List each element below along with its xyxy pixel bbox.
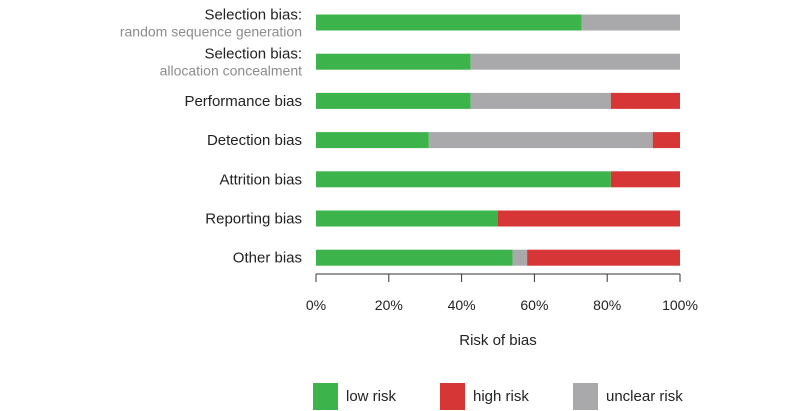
bar-unclear-risk-row-2 [470, 53, 680, 70]
category-label: Attrition bias [219, 171, 302, 188]
x-tick-label: 40% [448, 297, 476, 313]
x-tick-label: 100% [662, 297, 698, 313]
legend-swatch-low-risk [313, 383, 338, 410]
category-label: Detection bias [207, 132, 302, 149]
bar-unclear-risk-row-4 [428, 132, 653, 149]
legend-label-unclear-risk: unclear risk [606, 388, 683, 405]
category-label: Performance bias [184, 93, 302, 110]
bar-high-risk-row-5 [610, 171, 680, 188]
bar-low-risk-row-7 [316, 249, 513, 266]
bar-low-risk-row-6 [316, 210, 498, 227]
category-label: Selection bias: [204, 7, 302, 24]
legend-label-low-risk: low risk [346, 388, 397, 405]
category-sublabel: random sequence generation [120, 24, 302, 40]
legend-swatch-unclear-risk [573, 383, 598, 410]
x-axis: 0% 20% 40% 60% 80% 100% [306, 273, 698, 313]
legend-swatch-high-risk [440, 383, 465, 410]
bar-high-risk-row-7 [527, 249, 680, 266]
bar-low-risk-row-5 [316, 171, 611, 188]
x-axis-title: Risk of bias [459, 332, 537, 349]
bar-low-risk-row-4 [316, 132, 429, 149]
bar-low-risk-row-2 [316, 53, 471, 70]
bar-high-risk-row-3 [610, 92, 680, 109]
category-label: Selection bias: [204, 46, 302, 63]
x-tick-label: 80% [593, 297, 621, 313]
bar-unclear-risk-row-7 [512, 249, 528, 266]
bar-high-risk-row-6 [498, 210, 680, 227]
bar-unclear-risk-row-3 [470, 92, 611, 109]
category-label: Other bias [233, 250, 302, 267]
legend-label-high-risk: high risk [473, 388, 529, 405]
bar-high-risk-row-4 [652, 132, 680, 149]
bar-low-risk-row-3 [316, 92, 471, 109]
x-tick-label: 20% [375, 297, 403, 313]
bar-unclear-risk-row-1 [581, 14, 680, 31]
bars-group [316, 14, 680, 266]
category-label: Reporting bias [205, 211, 302, 228]
legend: low risk high risk unclear risk [313, 383, 683, 410]
bar-low-risk-row-1 [316, 14, 582, 31]
category-sublabel: allocation concealment [160, 63, 303, 79]
category-labels: Selection bias:random sequence generatio… [120, 7, 302, 267]
x-tick-label: 0% [306, 297, 326, 313]
x-tick-label: 60% [520, 297, 548, 313]
